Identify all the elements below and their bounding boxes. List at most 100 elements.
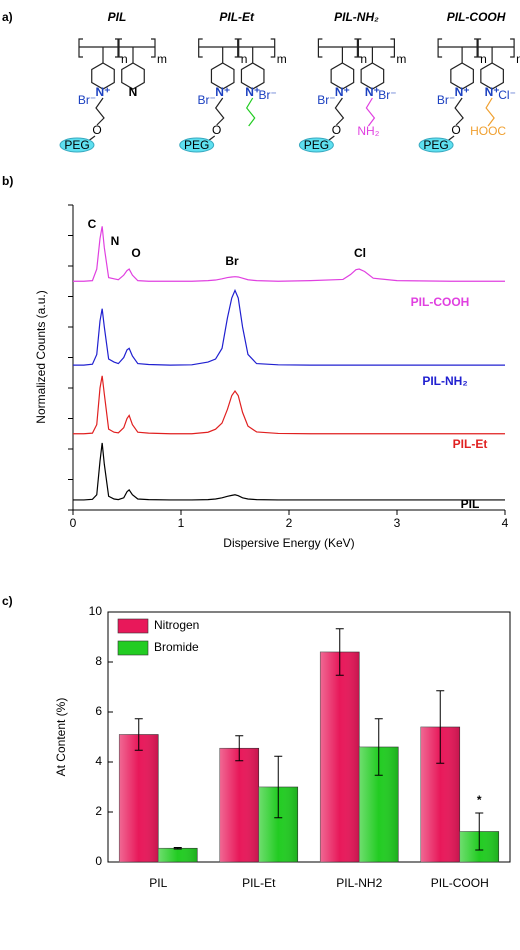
bar-shade [119, 734, 159, 862]
subscript: n [360, 52, 367, 66]
spectrum [73, 375, 505, 435]
pyridine-ring [121, 62, 145, 90]
structure-name: PIL-Et [219, 10, 255, 24]
ring-label: N⁺ [365, 85, 380, 99]
substituent-label: HOOC [470, 124, 506, 138]
y-axis-title: Normalized Counts (a.u.) [34, 290, 48, 423]
ring-label: N⁺ [335, 85, 350, 99]
x-tick-label: 3 [394, 516, 401, 530]
pyridine-ring [240, 62, 265, 90]
series-label: PIL-NH₂ [422, 374, 467, 388]
legend-swatch [117, 640, 149, 656]
pyridine-ring [330, 62, 355, 90]
error-bar [335, 628, 344, 676]
y-axis-title: At Content (%) [54, 698, 68, 777]
annotation: * [477, 793, 482, 807]
bar-shade [158, 848, 198, 862]
series-label: PIL-Et [453, 437, 488, 451]
link: O [212, 123, 221, 137]
legend-label: Nitrogen [154, 618, 199, 632]
x-tick-label: 1 [178, 516, 185, 530]
error-bar [475, 812, 484, 851]
y-tick-label: 8 [95, 654, 102, 668]
substituent [245, 97, 256, 127]
structure-name: PIL [108, 10, 127, 24]
legend-swatch [117, 618, 149, 634]
spectrum [73, 226, 505, 282]
substituent [365, 97, 376, 127]
anion: Br⁻ [259, 88, 277, 102]
ring-label: N⁺ [245, 85, 260, 99]
subscript: m [157, 52, 167, 66]
series-label: PIL-COOH [411, 295, 470, 309]
x-tick-label: PIL-Et [242, 876, 276, 890]
chain [454, 97, 464, 126]
subscript: n [121, 52, 128, 66]
subscript: m [516, 52, 520, 66]
bar-shade [219, 748, 259, 862]
peg-blob [418, 137, 454, 153]
pyridine-ring [210, 62, 235, 90]
pyridine-ring [360, 62, 385, 90]
peak-label: Br [225, 254, 239, 268]
bar-shade [320, 652, 360, 862]
x-tick-label: PIL-NH2 [336, 876, 382, 890]
anion: Br⁻ [378, 88, 396, 102]
ring-label: N⁺ [485, 85, 500, 99]
x-tick-label: 2 [286, 516, 293, 530]
anion: Br⁻ [437, 93, 455, 107]
peak-label: O [131, 246, 140, 260]
anion: Cl⁻ [498, 88, 516, 102]
series-label: PIL [461, 497, 480, 511]
ring-label: N⁺ [455, 85, 470, 99]
error-bar [173, 847, 182, 850]
structure-name: PIL-NH₂ [334, 10, 379, 24]
substituent [485, 97, 495, 127]
plot-frame [107, 611, 511, 863]
peg-label: PEG [304, 138, 329, 152]
anion: Br⁻ [198, 93, 216, 107]
panel-label: a) [2, 10, 13, 24]
x-tick-label: 4 [502, 516, 509, 530]
subscript: m [396, 52, 406, 66]
subscript: n [480, 52, 487, 66]
pyridine-ring [450, 62, 474, 90]
panel-label: c) [2, 594, 13, 608]
y-tick-label: 0 [95, 854, 102, 868]
backbone [198, 38, 276, 63]
x-tick-label: 0 [70, 516, 77, 530]
peg-blob [59, 137, 95, 153]
pyridine-ring [91, 62, 115, 90]
y-tick-label: 2 [95, 804, 102, 818]
substituent-label: NH₂ [357, 124, 379, 138]
peak-label: N [111, 234, 120, 248]
panel-label: b) [2, 174, 13, 188]
error-bar [274, 755, 283, 819]
ring-label: N [129, 85, 138, 99]
error-bar [374, 718, 383, 776]
chain [95, 97, 105, 126]
structure-name: PIL-COOH [447, 10, 506, 24]
error-bar [134, 718, 143, 751]
backbone [78, 38, 156, 63]
peak-label: C [88, 217, 97, 231]
ring-label: N⁺ [96, 85, 111, 99]
peg-blob [179, 137, 215, 153]
y-tick-label: 10 [89, 604, 103, 618]
link: O [451, 123, 460, 137]
legend-label: Bromide [154, 640, 199, 654]
backbone [437, 38, 515, 63]
subscript: n [241, 52, 248, 66]
x-tick-label: PIL [149, 876, 167, 890]
anion: Br⁻ [317, 93, 335, 107]
y-tick-label: 6 [95, 704, 102, 718]
spectrum [73, 288, 505, 366]
anion: Br⁻ [78, 93, 96, 107]
peg-label: PEG [423, 138, 448, 152]
peg-label: PEG [184, 138, 209, 152]
ring-label: N⁺ [215, 85, 230, 99]
x-tick-label: PIL-COOH [431, 876, 489, 890]
backbone [317, 38, 395, 63]
x-axis-title: Dispersive Energy (KeV) [223, 536, 354, 550]
